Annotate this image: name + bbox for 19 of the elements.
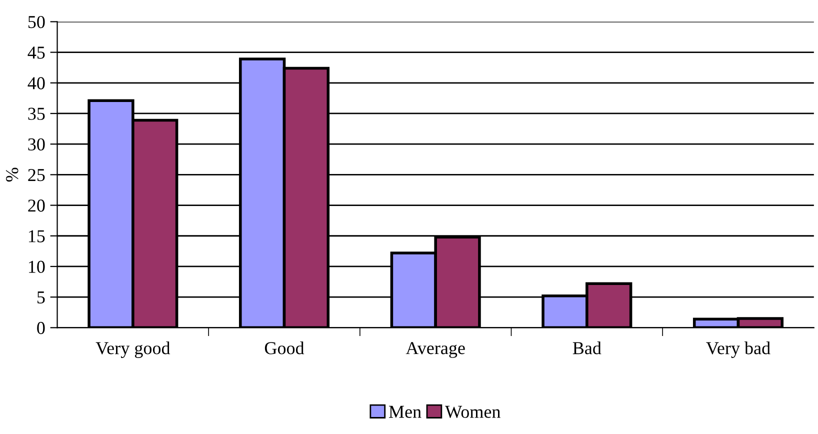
legend-label: Men [388, 406, 422, 418]
y-tick-label: 50 [28, 16, 45, 28]
x-tick-label: Very good [96, 342, 170, 358]
y-axis-title: % [6, 168, 18, 182]
x-tick-label: Good [264, 342, 304, 354]
x-tick-label: Bad [572, 342, 602, 354]
x-tick-label: Very bad [706, 342, 770, 358]
y-tick-label: 40 [28, 77, 45, 90]
y-tick-label: 15 [28, 230, 45, 242]
legend-label: Women [445, 406, 500, 418]
y-tick-label: 5 [37, 292, 45, 304]
y-tick-label: 45 [28, 46, 45, 59]
y-tick-label: 35 [28, 108, 45, 120]
y-tick-label: 30 [28, 138, 45, 151]
y-tick-label: 25 [28, 168, 45, 182]
y-tick-label: 20 [28, 200, 45, 212]
y-tick-label: 0 [37, 322, 45, 334]
x-tick-label: Average [406, 342, 465, 358]
y-tick-label: 10 [28, 260, 45, 273]
